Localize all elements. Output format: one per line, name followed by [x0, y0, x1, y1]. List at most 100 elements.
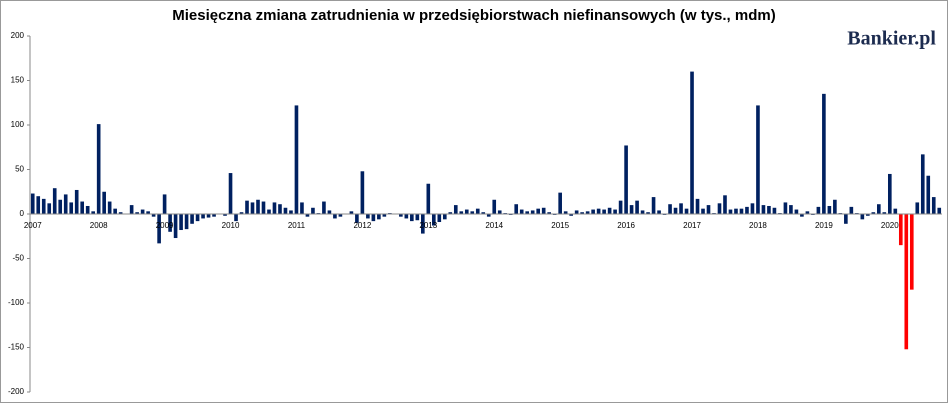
bar	[739, 208, 744, 214]
bar	[91, 211, 95, 214]
bar	[618, 200, 623, 214]
bar	[410, 214, 414, 222]
bar	[756, 105, 760, 214]
bar	[245, 200, 249, 214]
bar	[129, 205, 134, 214]
bar	[459, 211, 464, 214]
bar	[118, 212, 123, 214]
bar	[607, 207, 612, 214]
bar	[866, 214, 870, 216]
bar	[294, 105, 299, 214]
bar	[530, 210, 535, 214]
bar	[289, 210, 293, 214]
bar	[228, 173, 233, 214]
logo: Bankier.pl	[847, 28, 936, 50]
bar	[453, 205, 458, 214]
bar	[596, 208, 601, 214]
bar	[514, 204, 519, 214]
bar	[74, 189, 79, 214]
bar	[151, 214, 156, 217]
bar	[239, 212, 244, 214]
bar	[223, 214, 227, 216]
bar	[41, 198, 46, 214]
x-tick-label: 2018	[749, 221, 767, 230]
bar	[931, 197, 936, 214]
bar	[85, 205, 90, 214]
bar	[47, 203, 52, 214]
bar	[541, 207, 546, 214]
y-tick-label: -100	[8, 298, 25, 307]
bar	[179, 214, 183, 231]
bar	[470, 211, 475, 214]
bar	[377, 214, 381, 220]
bar	[800, 214, 804, 217]
bar	[679, 203, 683, 214]
x-tick-label: 2012	[353, 221, 371, 230]
x-tick-label: 2007	[24, 221, 42, 230]
bar	[333, 214, 337, 219]
bar	[327, 210, 332, 214]
bar	[184, 214, 189, 230]
bar	[415, 214, 420, 221]
bar	[250, 202, 255, 214]
bar	[547, 212, 551, 214]
bar	[877, 204, 881, 214]
bar	[668, 204, 672, 214]
bar	[421, 214, 425, 234]
x-tick-label: 2009	[156, 221, 174, 230]
bar	[525, 211, 530, 214]
bar	[926, 175, 931, 214]
bar	[871, 212, 876, 214]
bar	[574, 210, 579, 214]
x-tick-label: 2017	[683, 221, 701, 230]
bar	[162, 194, 167, 214]
bar	[96, 124, 101, 214]
bar	[860, 214, 865, 220]
bar	[750, 203, 755, 214]
bar	[536, 208, 541, 214]
y-tick-label: -50	[12, 254, 24, 263]
bar	[717, 203, 722, 214]
bar	[475, 208, 480, 214]
y-tick-label: 50	[15, 165, 24, 174]
bar	[745, 206, 749, 214]
bar	[486, 214, 491, 217]
bar	[168, 214, 172, 232]
bar	[904, 214, 909, 350]
bar	[30, 193, 35, 214]
bar	[844, 214, 848, 224]
bar	[833, 199, 837, 214]
bar	[426, 183, 431, 214]
bar	[519, 209, 524, 214]
x-tick-label: 2014	[485, 221, 503, 230]
bar	[651, 197, 656, 214]
bar	[613, 209, 617, 214]
bar	[657, 210, 661, 214]
bar	[893, 208, 898, 214]
bar	[563, 211, 568, 214]
bar	[283, 207, 288, 214]
bar	[36, 196, 41, 214]
bar	[646, 212, 650, 214]
bar	[701, 208, 705, 214]
x-tick-label: 2015	[551, 221, 569, 230]
bar	[256, 199, 260, 214]
bar	[887, 173, 892, 214]
bar	[382, 214, 387, 217]
y-tick-label: 150	[11, 76, 25, 85]
bar	[723, 195, 727, 214]
bar	[146, 211, 150, 214]
bar	[80, 201, 85, 214]
bar	[157, 214, 161, 244]
bar	[338, 214, 343, 217]
bar	[201, 214, 205, 219]
bar	[399, 214, 403, 217]
bar	[371, 214, 376, 222]
bar	[195, 214, 200, 222]
x-tick-label: 2016	[617, 221, 635, 230]
bar	[794, 209, 799, 214]
x-tick-label: 2020	[881, 221, 899, 230]
bar	[272, 202, 277, 214]
y-tick-label: -150	[8, 343, 25, 352]
